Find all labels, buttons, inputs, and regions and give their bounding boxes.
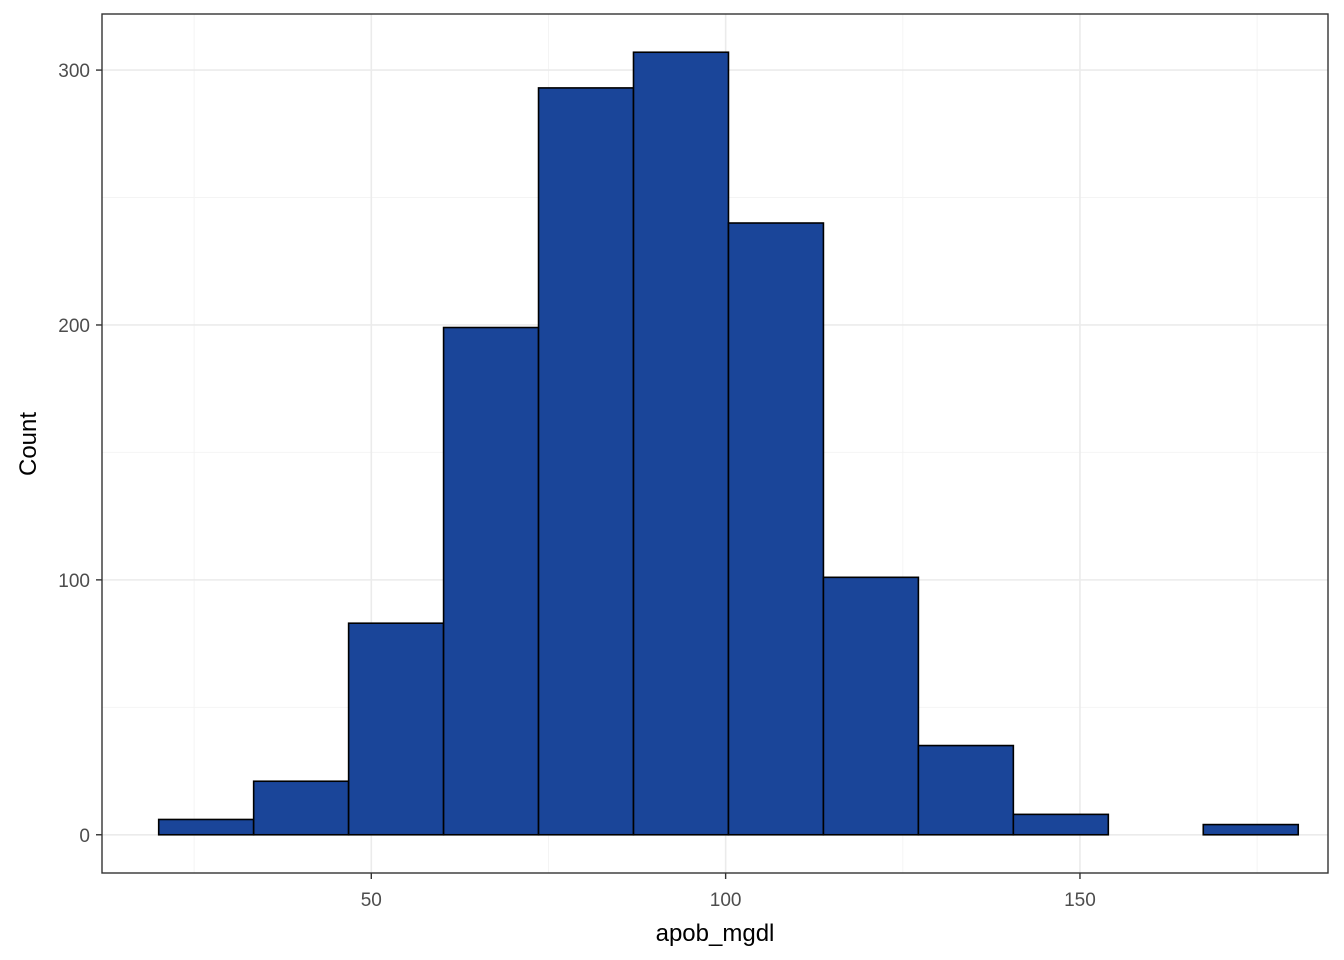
histogram-bar — [1012, 813, 1110, 836]
x-axis-title: apob_mgdl — [656, 920, 775, 947]
axis-ticks: 50 100 150 0 100 200 300 — [58, 61, 1096, 911]
histogram-bar — [632, 51, 730, 836]
histogram-bar — [537, 87, 635, 836]
histogram-bar — [727, 222, 825, 836]
panel-border — [101, 13, 1329, 874]
histogram-bar — [157, 818, 255, 836]
histogram-bar — [822, 576, 920, 836]
y-tick-label: 300 — [58, 61, 90, 82]
y-axis-title: Count — [15, 412, 42, 476]
y-tick-label: 0 — [79, 826, 90, 847]
histogram-bar — [917, 744, 1015, 836]
x-tick-label: 150 — [1064, 890, 1096, 911]
histogram-bar — [252, 780, 350, 836]
histogram-bar — [442, 326, 540, 836]
histogram-bars — [157, 51, 1300, 836]
x-tick-label: 50 — [361, 890, 382, 911]
histogram-bar — [1202, 823, 1300, 836]
y-tick-label: 200 — [58, 316, 90, 337]
x-tick-label: 100 — [710, 890, 742, 911]
y-tick-label: 100 — [58, 571, 90, 592]
histogram-bar — [347, 622, 445, 836]
